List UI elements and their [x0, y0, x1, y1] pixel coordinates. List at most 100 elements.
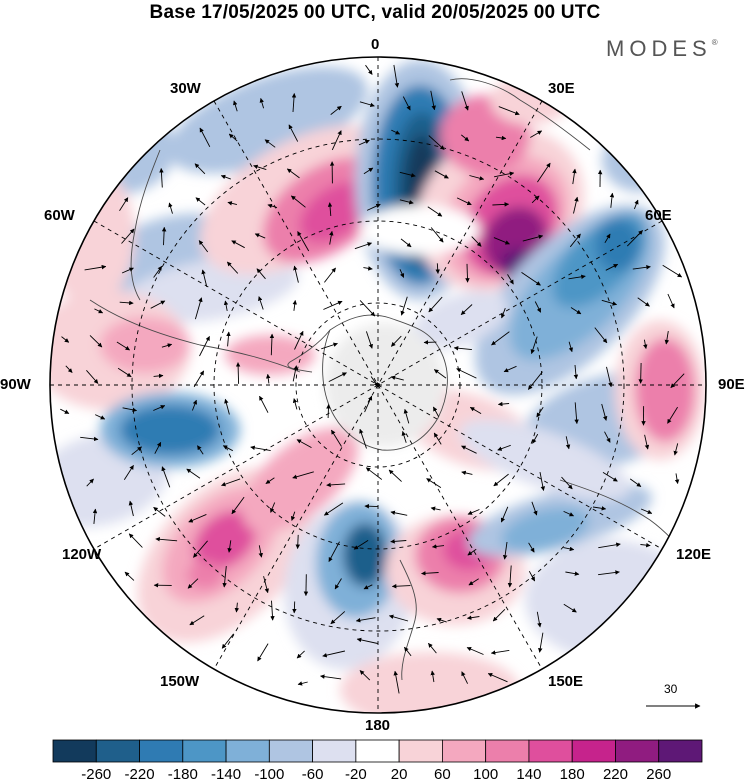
wind-arrow [95, 414, 106, 420]
wind-arrow [153, 405, 166, 411]
colorbar-swatch [485, 739, 530, 763]
wind-arrow [629, 478, 642, 487]
wind-arrow [191, 399, 198, 411]
wind-arrow [293, 265, 299, 283]
wind-arrow [359, 300, 376, 317]
wind-arrow [154, 441, 162, 454]
wind-arrow [194, 297, 203, 320]
wind-arrow [250, 445, 271, 452]
colorbar-swatch [615, 739, 660, 763]
wind-arrow [363, 167, 374, 175]
wind-arrow [568, 274, 586, 280]
wind-arrow [428, 135, 445, 150]
wind-arrow [644, 434, 650, 450]
wind-arrow [598, 570, 620, 576]
wind-arrow [640, 508, 653, 514]
anomaly-contour [501, 507, 589, 553]
wind-arrow [532, 433, 539, 444]
wind-arrow [390, 335, 402, 347]
wind-arrow [570, 307, 582, 315]
wind-arrow [321, 342, 338, 350]
map-title: Base 17/05/2025 00 UTC, valid 20/05/2025… [149, 2, 601, 23]
wind-arrow [334, 578, 342, 590]
wind-arrow [604, 431, 611, 443]
polar-cap [325, 323, 445, 447]
wind-arrow [433, 432, 442, 445]
anomaly-contour [360, 205, 480, 255]
anomaly-contour [602, 128, 678, 192]
wind-arrow [295, 534, 301, 550]
wind-arrow [121, 228, 135, 244]
wind-arrow [531, 501, 538, 516]
colorbar-tick: 100 [473, 766, 499, 783]
wind-arrow [292, 601, 297, 614]
colorbar-swatch [355, 739, 400, 763]
wind-arrow [226, 331, 231, 347]
wind-arrow [297, 681, 308, 686]
colorbar-tick: 180 [559, 766, 585, 783]
wind-arrow [290, 195, 306, 208]
anomaly-contour [120, 405, 220, 455]
wind-arrow [390, 510, 408, 516]
wind-arrow [421, 571, 439, 576]
wind-arrow [601, 403, 608, 421]
wind-arrow [364, 395, 373, 413]
colorbar-tick: -140 [211, 766, 242, 783]
anomaly-contour [343, 523, 387, 587]
wind-arrow [235, 362, 241, 384]
wind-arrow [366, 203, 381, 211]
wind-arrow [187, 578, 199, 589]
wind-arrow [609, 192, 615, 208]
wind-arrow [400, 296, 408, 316]
wind-arrow [231, 496, 245, 515]
modes-logo: MODES® [606, 36, 718, 62]
wind-arrow [168, 202, 173, 214]
wind-arrow [324, 267, 336, 283]
wind-arrow [131, 446, 142, 456]
wind-arrow [259, 97, 265, 109]
wind-arrow [602, 472, 618, 482]
wind-arrow [433, 369, 447, 379]
wind-arrow [320, 674, 342, 680]
wind-arrow [363, 584, 373, 590]
anomaly-field [50, 57, 706, 713]
label-lon-30e: 30E [548, 80, 575, 97]
colorbar-swatch [312, 739, 357, 763]
wind-arrow [365, 331, 373, 349]
wind-arrow [199, 127, 211, 148]
wind-arrow [674, 473, 680, 485]
wind-arrow [598, 542, 621, 549]
label-lon-60w: 60W [44, 207, 75, 224]
wind-arrow [161, 343, 173, 348]
wind-arrow [592, 506, 607, 511]
wind-arrow [662, 264, 683, 278]
wind-arrow [292, 299, 297, 311]
wind-arrow [65, 365, 73, 373]
wind-arrow [231, 240, 245, 249]
wind-arrow [391, 583, 411, 589]
wind-arrow [222, 445, 234, 452]
wind-arrow [428, 642, 437, 654]
anomaly-contour [187, 561, 223, 589]
wind-arrow [572, 168, 577, 185]
wind-arrow [198, 240, 209, 253]
wind-arrow [467, 509, 480, 515]
anomaly-contour [459, 419, 631, 501]
wind-arrow [430, 227, 444, 243]
wind-arrow [643, 339, 648, 350]
wind-arrow [497, 401, 510, 407]
wind-arrow [565, 571, 580, 576]
wind-arrow [402, 96, 411, 111]
wind-arrow [256, 268, 266, 280]
wind-arrow [119, 197, 129, 211]
wind-arrow [491, 331, 510, 346]
wind-arrow [430, 90, 436, 111]
wind-arrow [253, 164, 267, 171]
wind-arrow [258, 296, 264, 310]
anomaly-contour [100, 317, 190, 373]
colorbar-tick: 60 [434, 766, 451, 783]
wind-arrow [92, 508, 98, 524]
wind-arrow [228, 133, 238, 142]
wind-arrow [393, 670, 400, 694]
wind-arrow [330, 105, 342, 115]
